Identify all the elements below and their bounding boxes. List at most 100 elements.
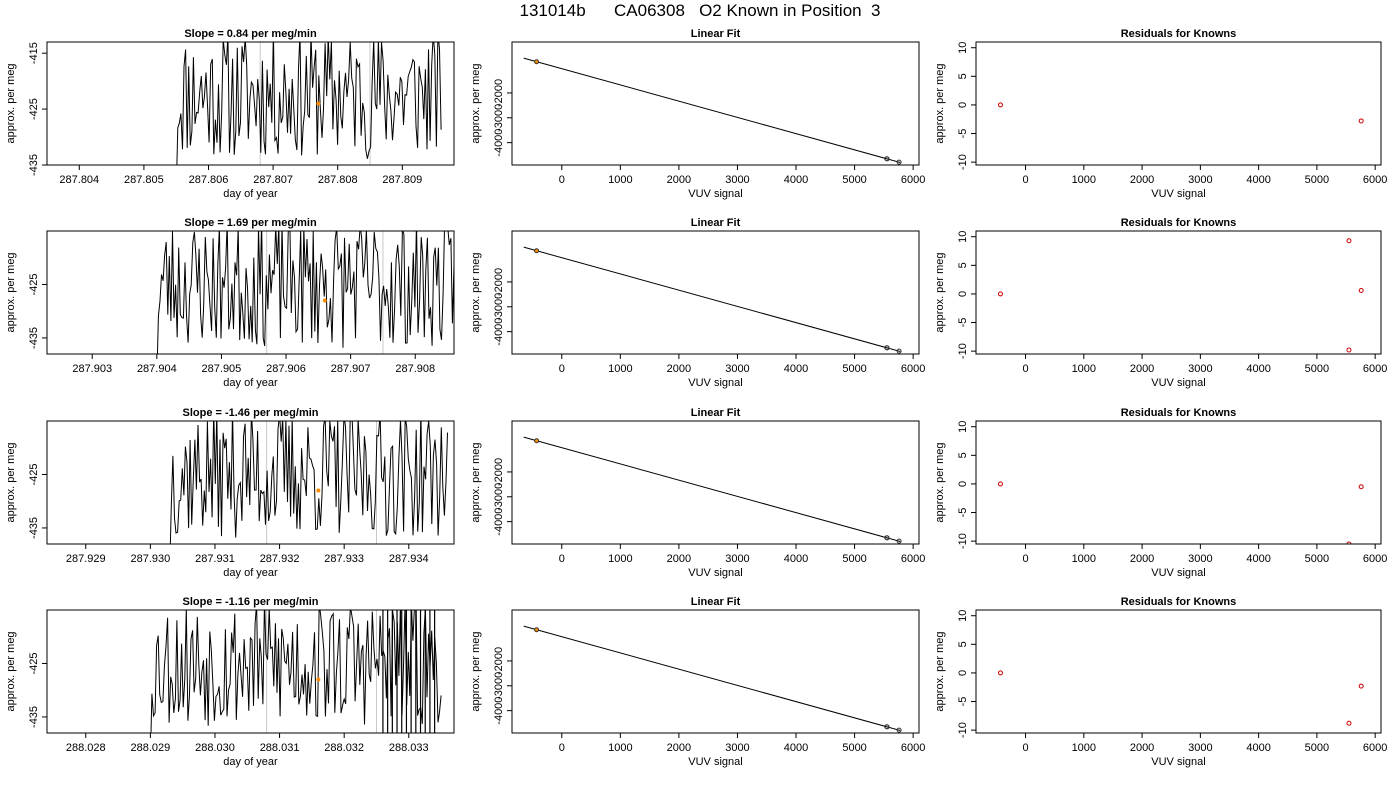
- residual-point: [1358, 118, 1364, 124]
- y-tick-label: -425: [28, 273, 40, 295]
- x-axis-label: VUV signal: [688, 567, 742, 579]
- standard-point: [884, 156, 890, 162]
- y-tick-label: -2000: [493, 647, 505, 675]
- linear-fit-2: Linear Fit 0 1000 2000 3000 4000 5000 6000 -2000…: [470, 217, 925, 389]
- y-tick-label: -435: [28, 517, 40, 539]
- x-tick-label: 6000: [1363, 174, 1387, 186]
- x-tick-label: 6000: [901, 742, 925, 754]
- y-tick-label: -4000: [493, 508, 505, 536]
- x-axis-label: day of year: [223, 188, 278, 200]
- panel-title: Slope = -1.46 per meg/min: [182, 407, 318, 419]
- fit-line: [523, 436, 901, 542]
- x-tick-label: 3000: [725, 174, 749, 186]
- y-tick-label: 5: [957, 262, 969, 268]
- standard-point: [896, 538, 902, 544]
- x-tick-label: 287.905: [202, 363, 242, 375]
- x-tick-label: 287.906: [266, 363, 306, 375]
- y-tick-label: -3000: [493, 672, 505, 700]
- residuals-3: Residuals for Knowns 0 1000 2000 3000 4000 500…: [934, 407, 1387, 579]
- x-tick-label: 1000: [1072, 553, 1096, 565]
- x-tick-label: 287.908: [395, 363, 435, 375]
- x-axis-label: VUV signal: [1151, 377, 1205, 389]
- plot-area: [156, 231, 454, 354]
- y-tick-label: 0: [957, 102, 969, 108]
- panel-title: Linear Fit: [691, 217, 741, 229]
- standard-point: [884, 724, 890, 730]
- plot-area: [523, 436, 902, 544]
- x-tick-label: 2000: [667, 742, 691, 754]
- x-tick-label: 287.930: [130, 553, 170, 565]
- x-tick-label: 288.028: [66, 742, 106, 754]
- y-tick-label: -3000: [493, 293, 505, 321]
- time-series-1: Slope = 0.84 per meg/min 287.804 287.805 28…: [5, 28, 455, 200]
- panel-title: Residuals for Knowns: [1121, 28, 1237, 40]
- residual-point: [997, 102, 1003, 108]
- standard-point: [534, 627, 540, 633]
- x-axis-label: VUV signal: [1151, 567, 1205, 579]
- y-tick-label: 5: [957, 73, 969, 79]
- known-point: [534, 438, 539, 443]
- y-tick-label: 5: [957, 452, 969, 458]
- x-tick-label: 3000: [725, 742, 749, 754]
- y-tick-label: -5: [957, 697, 969, 707]
- plot-frame: [975, 420, 1382, 545]
- y-tick-label: -425: [28, 652, 40, 674]
- x-tick-label: 287.929: [66, 553, 106, 565]
- y-axis-label: approx. per meg: [470, 63, 482, 143]
- plot-frame: [511, 609, 920, 734]
- panel-title: Slope = -1.16 per meg/min: [182, 596, 318, 608]
- standard-point: [896, 348, 902, 354]
- residuals-2: Residuals for Knowns 0 1000 2000 3000 4000 500…: [934, 217, 1387, 389]
- residual-point: [997, 670, 1003, 676]
- x-tick-label: 5000: [1305, 363, 1329, 375]
- plot-frame: [46, 230, 455, 355]
- x-tick-label: 4000: [1246, 174, 1270, 186]
- plot-area: [523, 625, 902, 733]
- standard-point: [534, 248, 540, 254]
- y-tick-label: 0: [957, 291, 969, 297]
- time-series-2: Slope = 1.69 per meg/min 287.903 287.904 28…: [5, 217, 455, 389]
- x-tick-label: 4000: [1246, 363, 1270, 375]
- y-tick-label: -415: [28, 42, 40, 64]
- x-tick-label: 2000: [667, 553, 691, 565]
- panel-title: Residuals for Knowns: [1121, 407, 1237, 419]
- y-tick-label: -435: [28, 706, 40, 728]
- y-tick-label: -3000: [493, 104, 505, 132]
- x-tick-label: 0: [559, 742, 565, 754]
- known-point: [322, 298, 327, 303]
- x-tick-label: 3000: [1188, 553, 1212, 565]
- x-tick-label: 288.030: [195, 742, 235, 754]
- residual-point: [997, 481, 1003, 487]
- standard-point: [884, 345, 890, 351]
- trace-line: [156, 231, 454, 354]
- y-tick-label: 0: [957, 481, 969, 487]
- plot-area: [997, 481, 1364, 544]
- y-axis-label: approx. per meg: [934, 631, 946, 711]
- panel-title: Linear Fit: [691, 28, 741, 40]
- x-tick-label: 4000: [784, 363, 808, 375]
- x-tick-label: 4000: [784, 742, 808, 754]
- x-tick-label: 287.932: [260, 553, 300, 565]
- y-tick-label: 10: [957, 421, 969, 433]
- panel-title: Slope = 0.84 per meg/min: [184, 28, 317, 40]
- plot-frame: [975, 230, 1382, 355]
- plot-frame: [46, 609, 455, 734]
- x-tick-label: 2000: [667, 174, 691, 186]
- y-tick-label: -3000: [493, 483, 505, 511]
- plot-area: [523, 246, 902, 354]
- y-tick-label: -10: [957, 343, 969, 359]
- standard-point: [896, 727, 902, 733]
- known-point: [316, 488, 321, 493]
- residual-point: [1346, 720, 1352, 726]
- y-tick-label: -4000: [493, 129, 505, 157]
- x-tick-label: 3000: [1188, 174, 1212, 186]
- y-tick-label: -425: [28, 463, 40, 485]
- y-axis-label: approx. per meg: [934, 252, 946, 332]
- x-tick-label: 287.808: [318, 174, 358, 186]
- y-tick-label: 10: [957, 610, 969, 622]
- x-axis-label: VUV signal: [688, 377, 742, 389]
- x-tick-label: 287.907: [331, 363, 371, 375]
- x-tick-label: 6000: [901, 363, 925, 375]
- x-tick-label: 287.806: [189, 174, 229, 186]
